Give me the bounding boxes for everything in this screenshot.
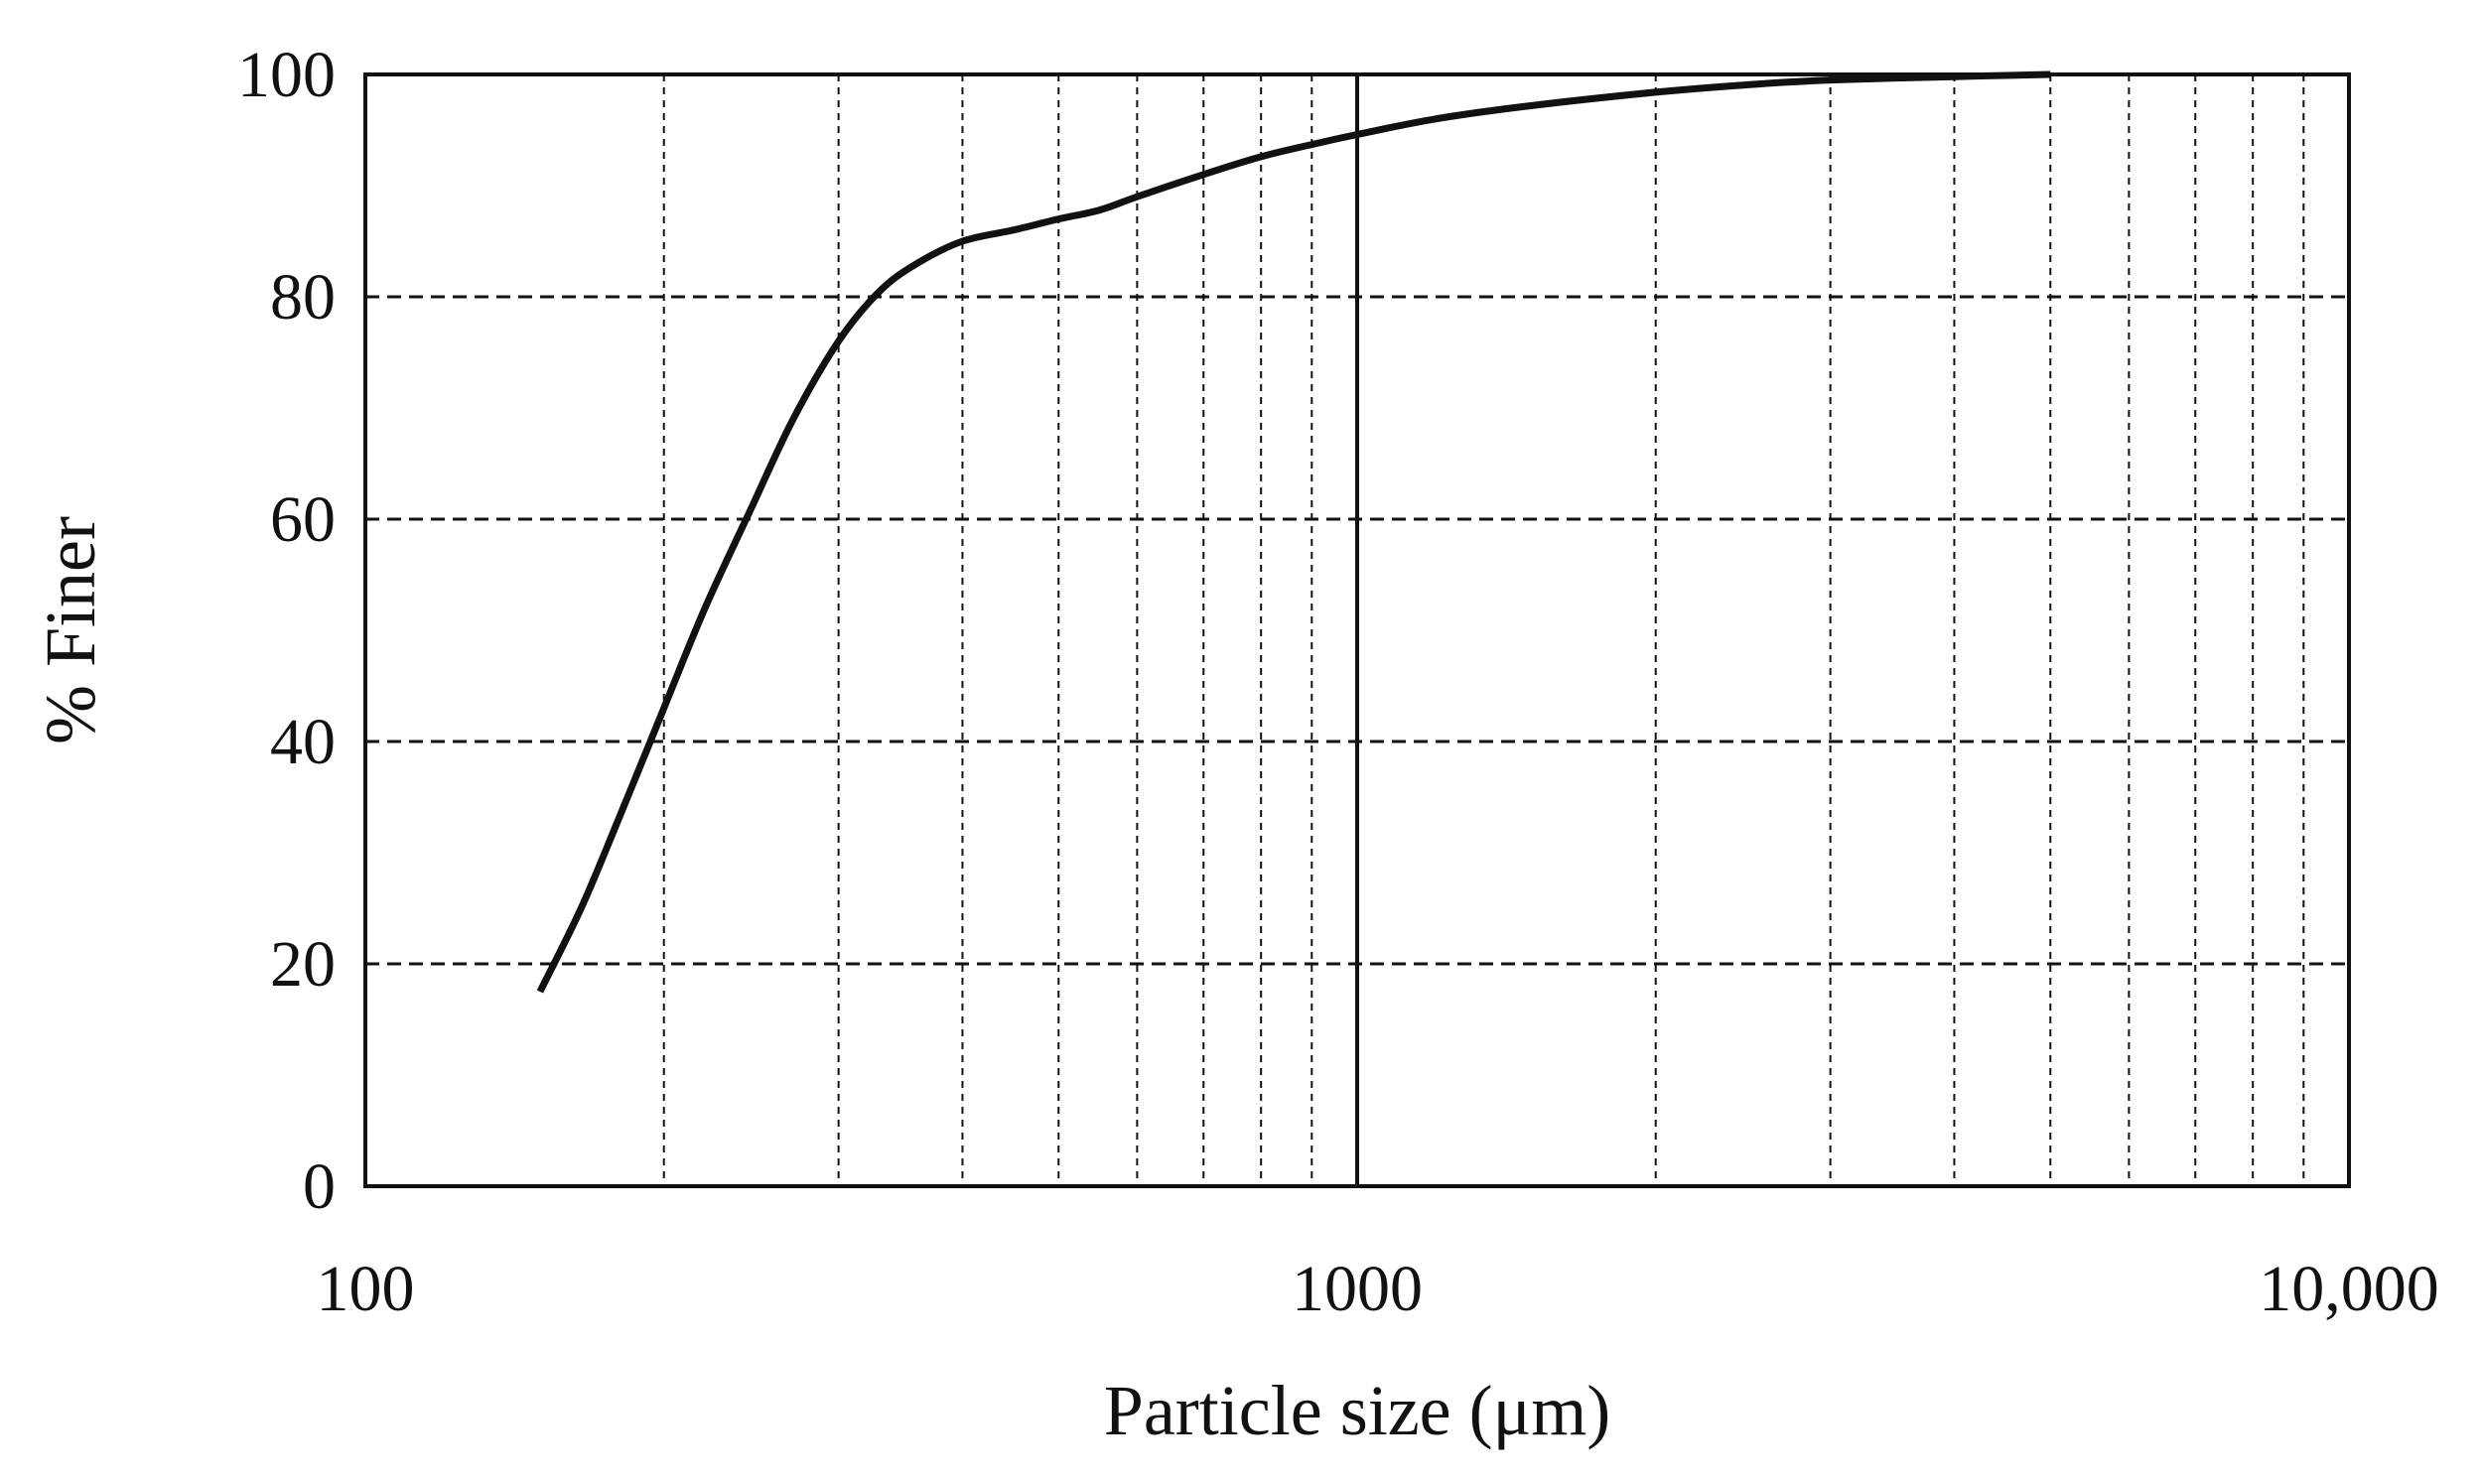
y-tick-label: 80 xyxy=(270,261,336,334)
y-tick-label: 100 xyxy=(237,39,336,111)
grid-lines xyxy=(365,74,2349,1186)
y-tick-label: 60 xyxy=(270,483,336,556)
x-tick-labels: 100 1000 10,000 xyxy=(317,1253,2439,1325)
x-tick-label: 10,000 xyxy=(2259,1253,2439,1325)
x-tick-label: 1000 xyxy=(1292,1253,1423,1325)
x-tick-label: 100 xyxy=(317,1253,415,1325)
y-tick-label: 40 xyxy=(270,706,336,778)
y-axis-title: % Finer xyxy=(31,516,110,744)
y-tick-label: 0 xyxy=(303,1150,336,1223)
x-axis-title: Particle size (μm) xyxy=(1104,1371,1610,1450)
y-tick-labels: 0 20 40 60 80 100 xyxy=(237,39,336,1223)
distribution-curve-group xyxy=(536,70,2051,994)
y-tick-label: 20 xyxy=(270,928,336,1001)
plot-frame xyxy=(363,72,2351,1188)
percent-finer-curve xyxy=(536,70,2051,994)
